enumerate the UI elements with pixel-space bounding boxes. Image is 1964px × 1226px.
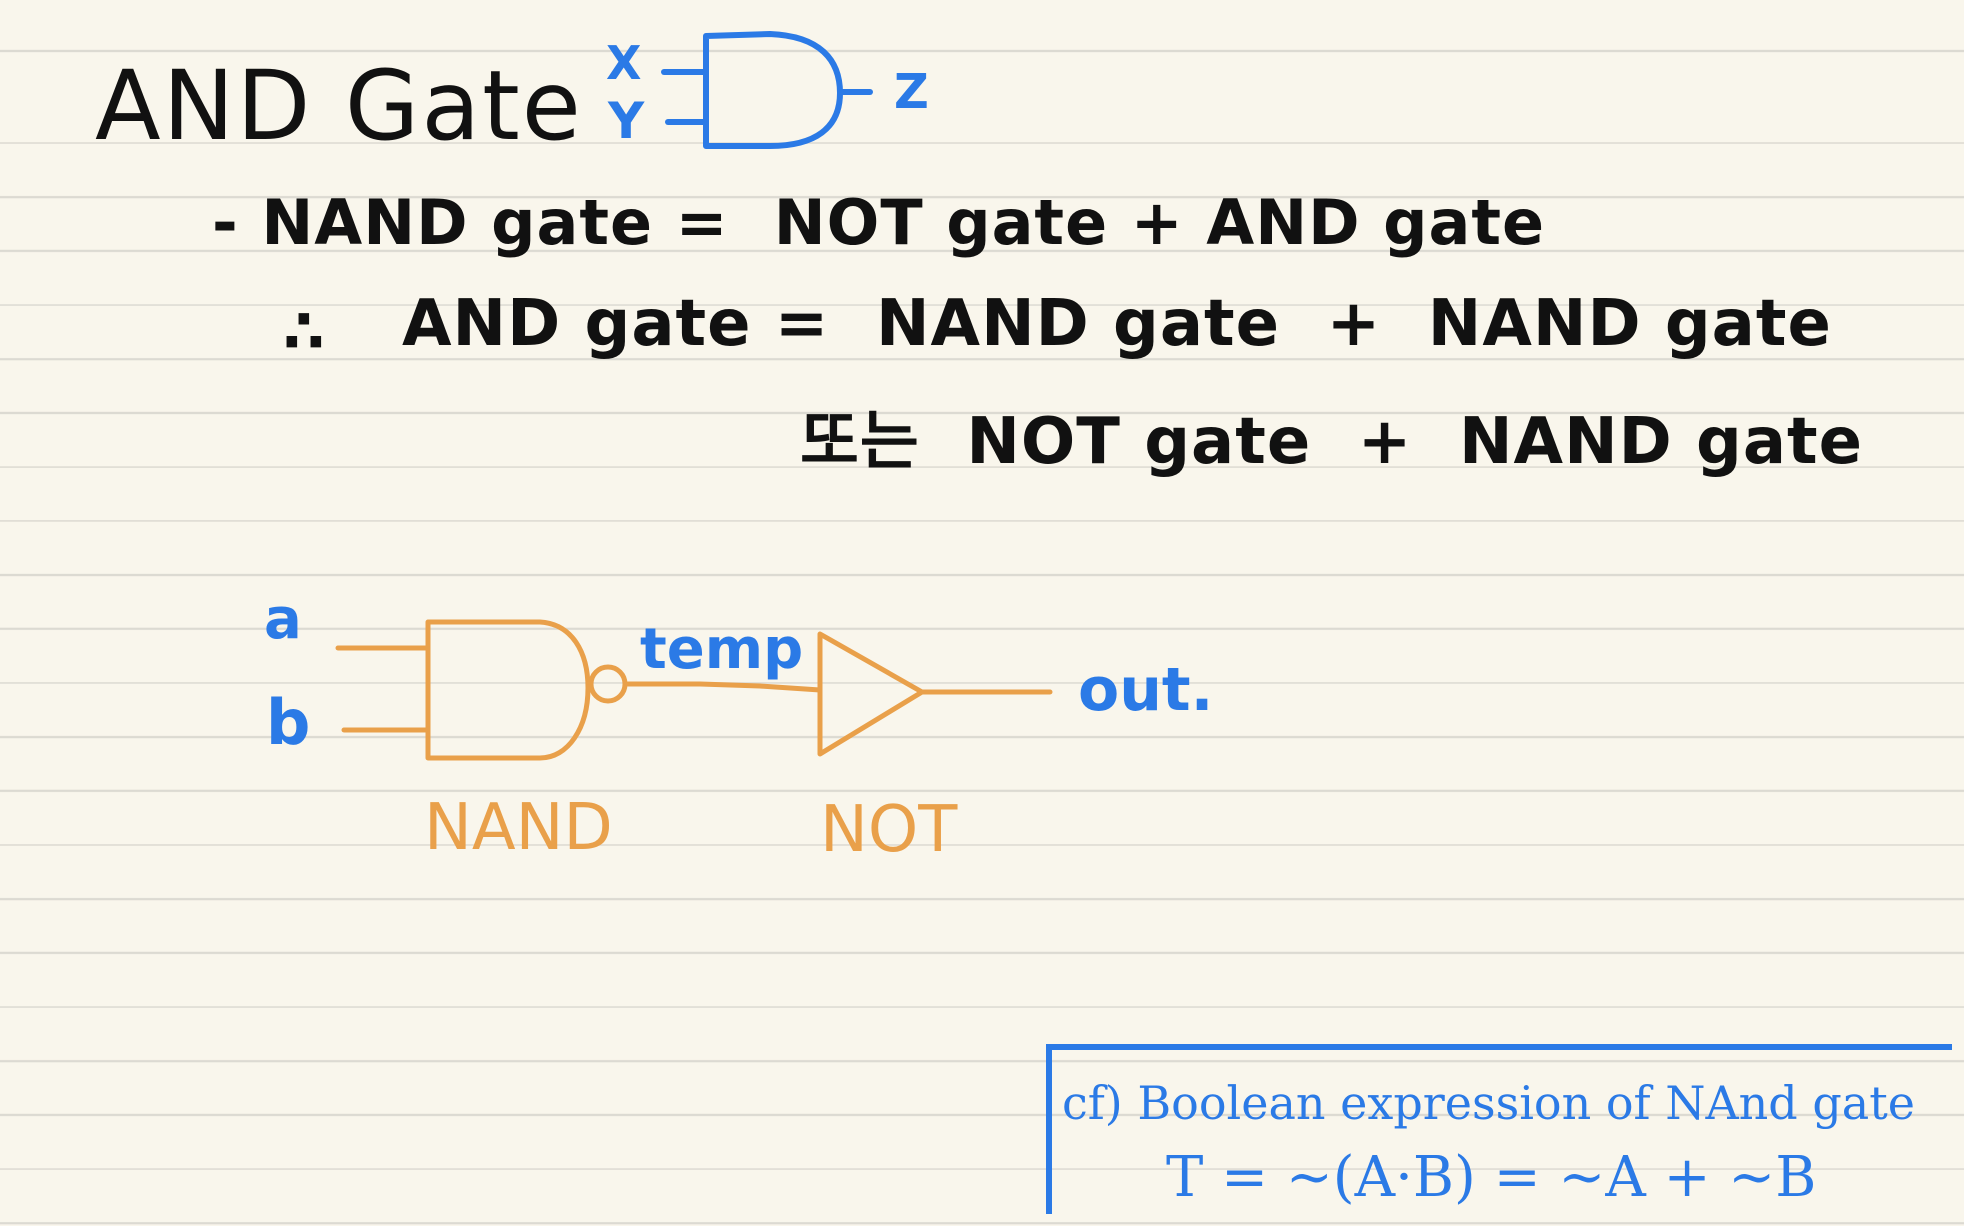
and-gate-icon: [661, 31, 873, 149]
cf-note-title: cf) Boolean expression of NAnd gate: [1062, 1076, 1915, 1130]
not-gate-body: [817, 631, 925, 757]
cf-note-formula: T = ~(A·B) = ~A + ~B: [1166, 1145, 1817, 1210]
and-gate-output-z-label: Z: [894, 64, 929, 120]
circuit-output-label: out.: [1078, 655, 1214, 725]
not-gate-label: NOT: [820, 793, 958, 867]
therefore-symbol: ∴: [283, 297, 325, 367]
and-gate-input-y-label: Y: [608, 92, 645, 150]
note-line-nand-definition: - NAND gate = NOT gate + AND gate: [212, 186, 1546, 259]
nand-gate-body: [425, 619, 591, 761]
temp-wire: [623, 681, 823, 693]
nand-gate-label: NAND: [424, 791, 613, 865]
note-line-alternative: 또는 NOT gate + NAND gate: [800, 405, 1864, 479]
and-gate-input-x-label: X: [606, 36, 642, 90]
circuit-input-a-label: a: [264, 587, 302, 652]
nand-inversion-bubble: [588, 664, 628, 704]
note-line-and-from-nand: AND gate = NAND gate + NAND gate: [402, 287, 1832, 361]
cf-note-box: [1046, 1044, 1952, 1214]
page-title: AND Gate: [95, 50, 583, 162]
circuit-input-b-label: b: [266, 686, 311, 759]
circuit-temp-label: temp: [640, 617, 804, 682]
